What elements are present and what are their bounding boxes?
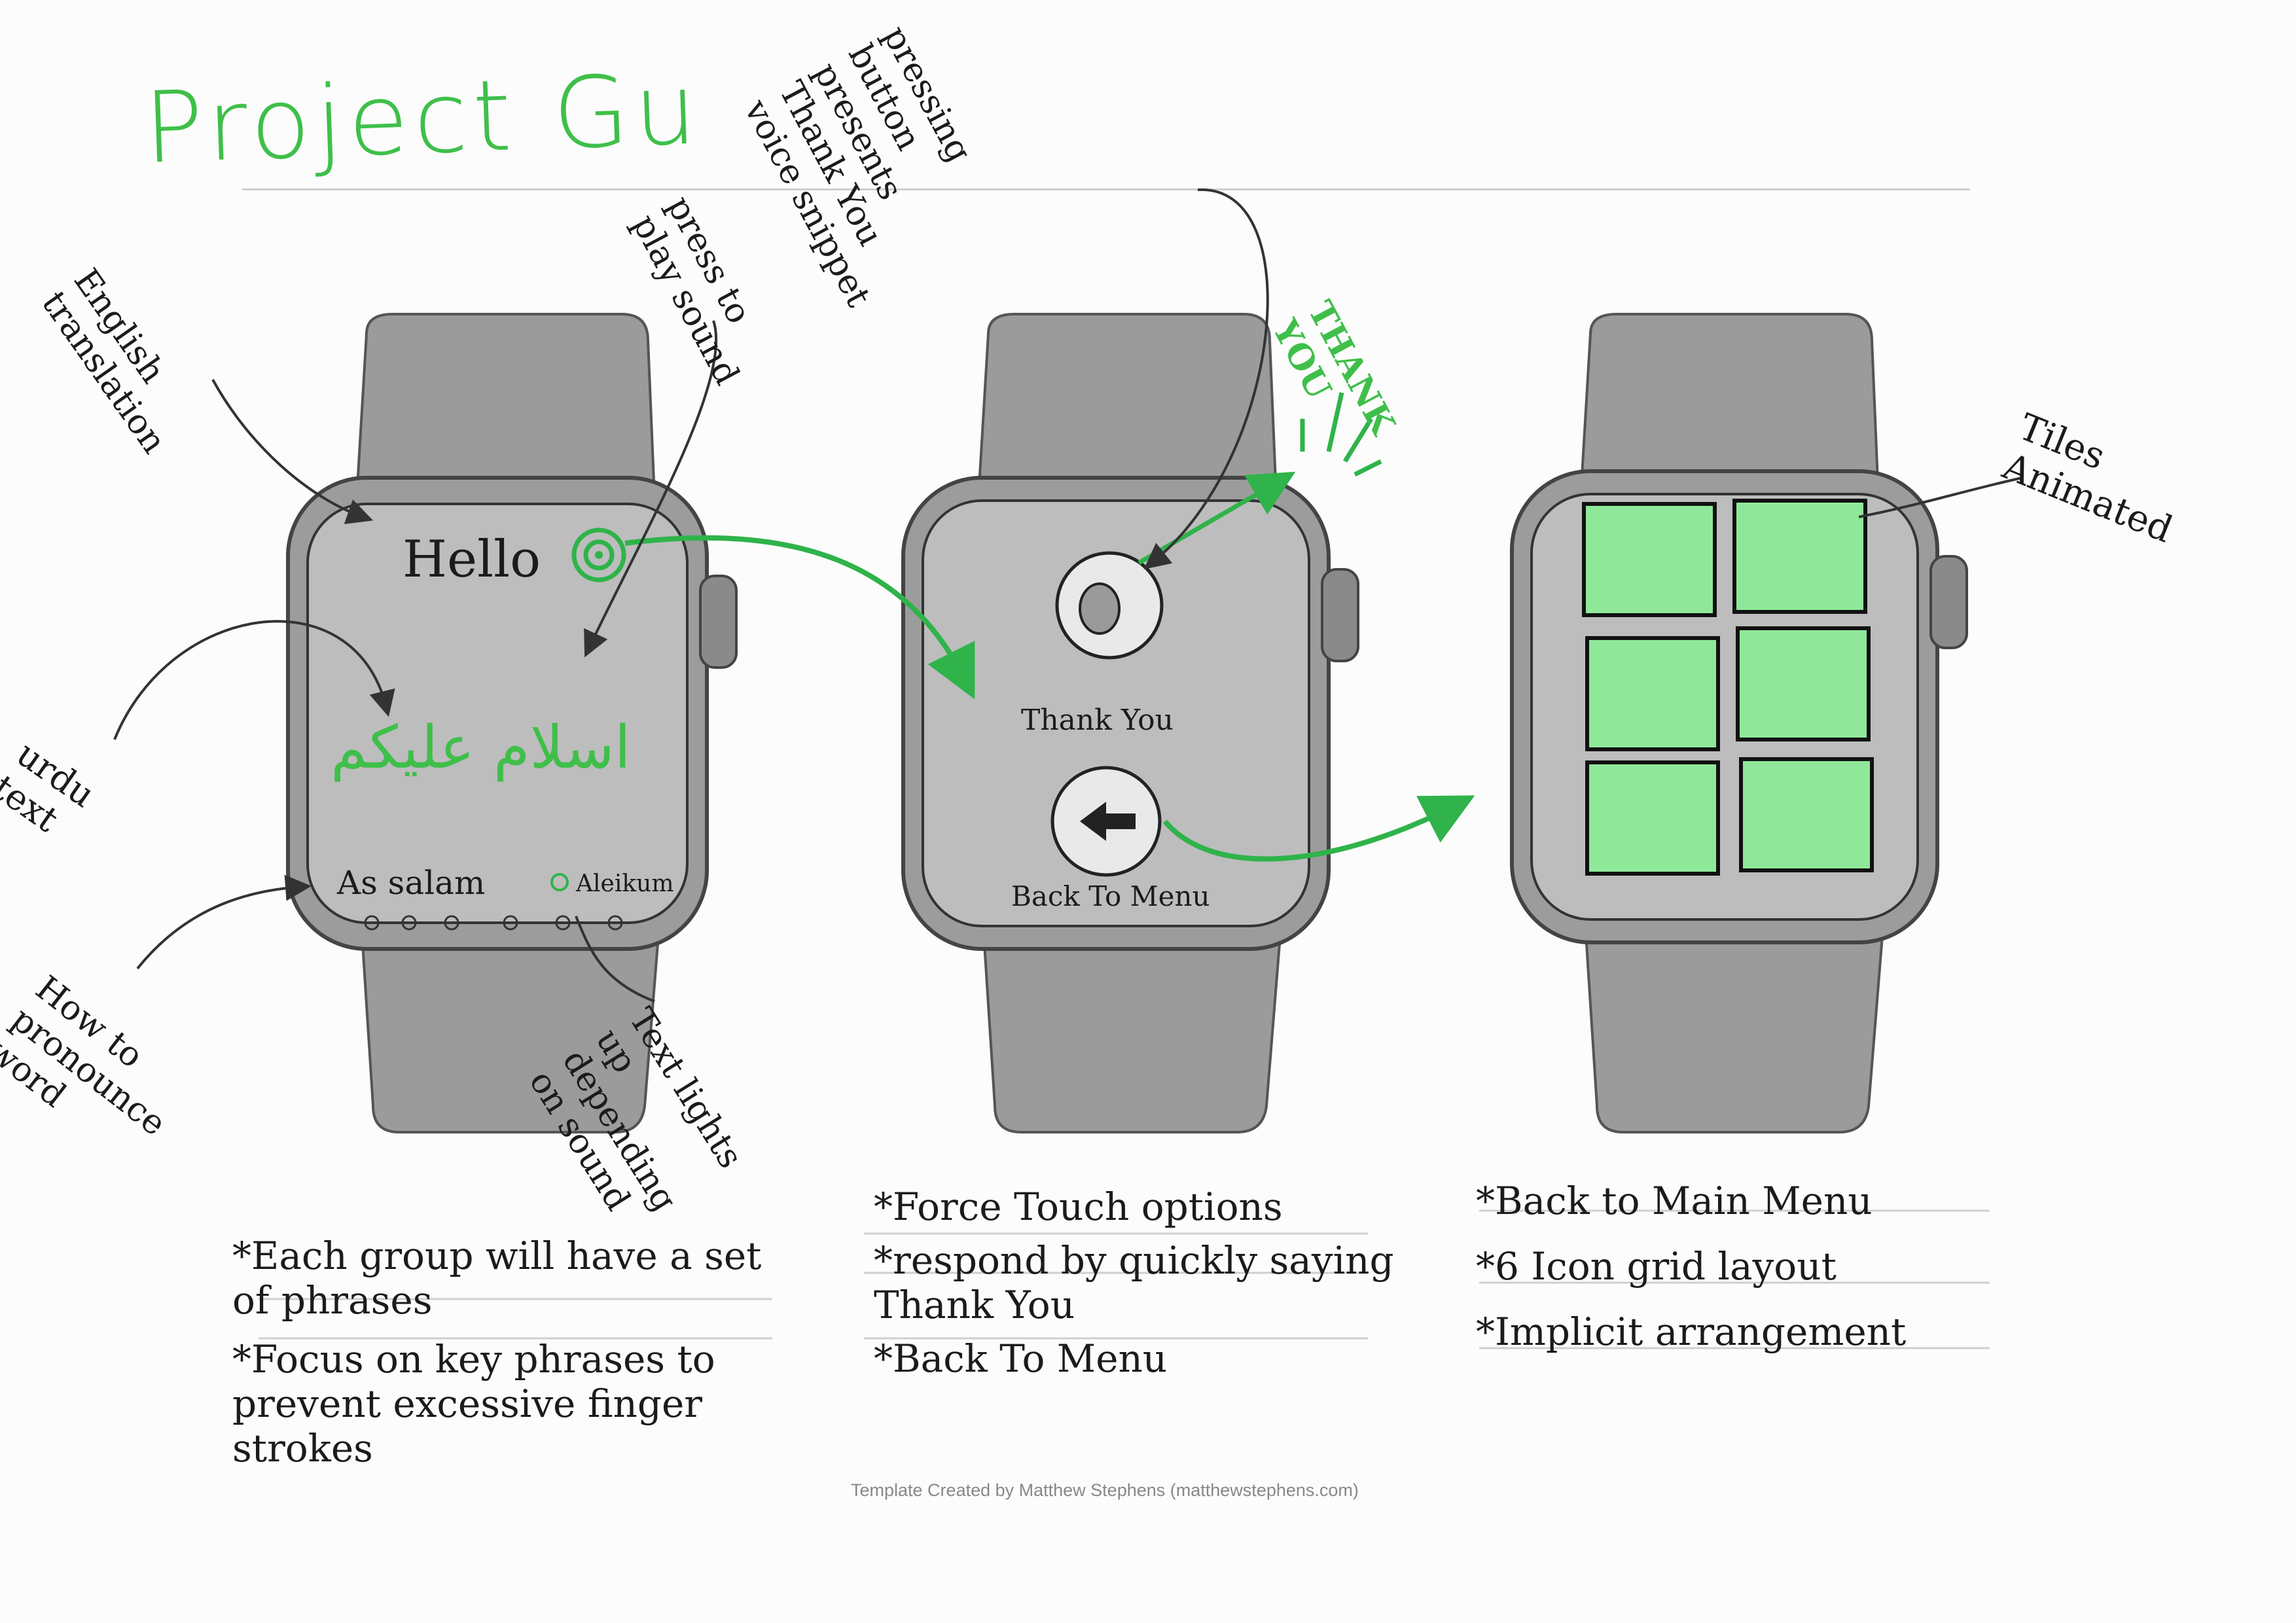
notes-col-3: *Back to Main Menu *6 Icon grid layout *…: [1476, 1168, 2000, 1364]
hello-label: Hello: [403, 530, 541, 589]
note-line: *respond by quickly saying Thank You: [874, 1238, 1394, 1327]
thank-you-label: Thank You: [1021, 704, 1174, 737]
tile-4: [1736, 626, 1871, 741]
note-line: *Implicit arrangement: [1476, 1310, 1907, 1354]
note-line: *Focus on key phrases to prevent excessi…: [232, 1337, 715, 1471]
back-to-menu-label: Back To Menu: [1011, 880, 1210, 912]
notes-col-1: *Each group will have a set of phrases *…: [232, 1234, 782, 1471]
tile-6: [1739, 757, 1874, 872]
watch-2: [901, 313, 1359, 1133]
tile-2: [1732, 499, 1867, 614]
tile-5: [1585, 760, 1720, 876]
note-line: *Back To Menu: [874, 1336, 1168, 1381]
tile-1: [1582, 502, 1717, 617]
watch-1: [286, 313, 738, 1133]
note-line: *Force Touch options: [874, 1185, 1283, 1229]
watch-3: [1510, 313, 1968, 1133]
pronounce-right: Aleikum: [576, 870, 674, 897]
top-rule: [242, 188, 1970, 190]
note-line: *Back to Main Menu: [1476, 1179, 1873, 1223]
notes-col-2: *Force Touch options *respond by quickly…: [874, 1185, 1397, 1381]
tile-3: [1585, 636, 1720, 751]
pronounce-left: As salam: [337, 864, 486, 902]
note-line: *Each group will have a set of phrases: [232, 1234, 762, 1323]
template-credit: Template Created by Matthew Stephens (ma…: [851, 1480, 1359, 1500]
note-line: *6 Icon grid layout: [1476, 1244, 1837, 1289]
urdu-text: اسلام علیکم: [331, 713, 631, 782]
